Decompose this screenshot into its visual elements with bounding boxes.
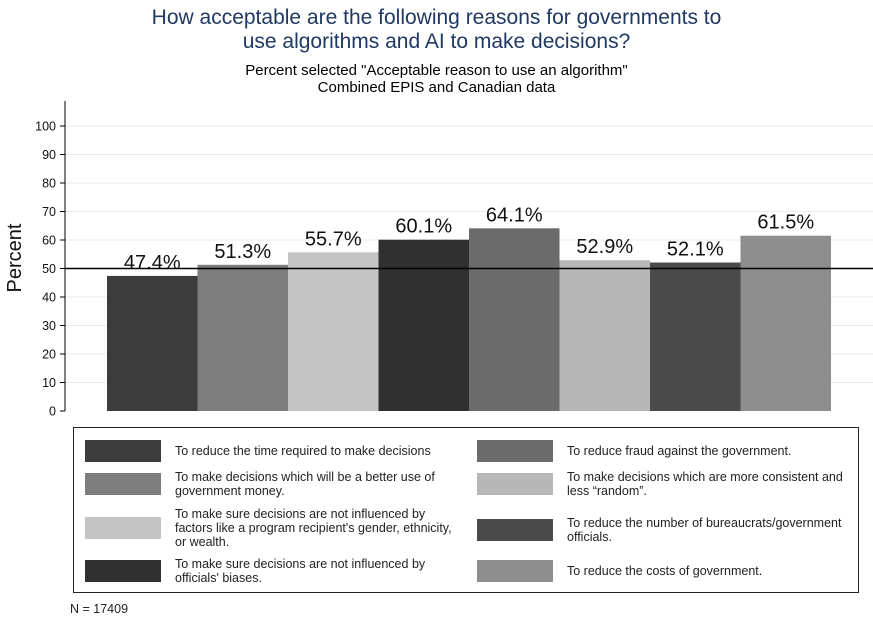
y-tick-label-10: 10 (42, 376, 56, 390)
legend-swatch-7 (477, 519, 553, 541)
bar-8 (740, 235, 831, 411)
bar-4 (378, 239, 469, 411)
chart-subtitle: Percent selected "Acceptable reason to u… (0, 62, 873, 96)
y-tick-label-0: 0 (49, 405, 56, 419)
legend-swatch-6 (477, 473, 553, 495)
bar-7 (650, 262, 741, 411)
bar-1 (107, 275, 198, 411)
y-tick-label-30: 30 (42, 319, 56, 333)
bar-2 (197, 264, 288, 411)
bar-value-label-4: 60.1% (395, 216, 452, 238)
legend-item-4: To make sure decisions are not influence… (85, 556, 475, 586)
legend-swatch-3 (85, 517, 161, 539)
legend-item-6: To make decisions which are more consist… (477, 469, 857, 499)
chart-subtitle-line-2: Combined EPIS and Canadian data (317, 79, 556, 96)
sample-size-note: N = 17409 (70, 602, 129, 616)
legend-item-2: To make decisions which will be a better… (85, 469, 475, 499)
y-tick-label-90: 90 (42, 148, 56, 162)
legend-label-5: To reduce fraud against the government. (567, 444, 792, 458)
y-tick-label-50: 50 (42, 262, 56, 276)
legend: To reduce the time required to make deci… (73, 427, 859, 593)
y-tick-label-40: 40 (42, 291, 56, 305)
y-tick-label-80: 80 (42, 177, 56, 191)
y-tick-label-20: 20 (42, 348, 56, 362)
legend-label-4: To make sure decisions are not influence… (175, 557, 426, 585)
legend-label-6: To make decisions which are more consist… (567, 470, 843, 498)
legend-swatch-1 (85, 440, 161, 462)
bar-value-label-5: 64.1% (486, 204, 543, 226)
chart-title-line-2: use algorithms and AI to make decisions? (242, 30, 631, 53)
legend-swatch-2 (85, 473, 161, 495)
bar-value-label-6: 52.9% (576, 236, 633, 258)
legend-swatch-4 (85, 560, 161, 582)
chart-title-line-1: How acceptable are the following reasons… (151, 6, 722, 29)
y-tick-label-100: 100 (35, 120, 56, 134)
bar-value-label-2: 51.3% (214, 241, 271, 263)
legend-label-3: To make sure decisions are not influence… (175, 507, 452, 549)
bar-value-label-3: 55.7% (305, 228, 362, 250)
legend-label-2: To make decisions which will be a better… (175, 470, 435, 498)
legend-label-8: To reduce the costs of government. (567, 564, 763, 578)
legend-item-8: To reduce the costs of government. (477, 556, 857, 586)
legend-item-1: To reduce the time required to make deci… (85, 436, 475, 466)
legend-item-3: To make sure decisions are not influence… (85, 507, 475, 549)
bar-5 (469, 228, 560, 411)
chart-title: How acceptable are the following reasons… (0, 6, 873, 54)
bar-value-label-8: 61.5% (757, 212, 814, 234)
legend-label-1: To reduce the time required to make deci… (175, 444, 431, 458)
chart-subtitle-line-1: Percent selected "Acceptable reason to u… (245, 62, 628, 79)
bar-3 (288, 252, 379, 411)
bar-6 (559, 260, 650, 411)
y-axis-title: Percent (4, 223, 26, 292)
bar-chart: 47.4% 51.3% 55.7% 60.1% 64.1% 52.9% 52.1% 61.5%… (4, 101, 873, 419)
y-tick-label-70: 70 (42, 205, 56, 219)
legend-item-7: To reduce the number of bureaucrats/gove… (477, 515, 857, 545)
bar-value-label-7: 52.1% (667, 239, 724, 261)
bar-value-label-1: 47.4% (124, 252, 181, 274)
legend-item-5: To reduce fraud against the government. (477, 436, 857, 466)
y-tick-label-60: 60 (42, 234, 56, 248)
legend-label-7: To reduce the number of bureaucrats/gove… (567, 516, 842, 544)
legend-swatch-5 (477, 440, 553, 462)
legend-swatch-8 (477, 560, 553, 582)
